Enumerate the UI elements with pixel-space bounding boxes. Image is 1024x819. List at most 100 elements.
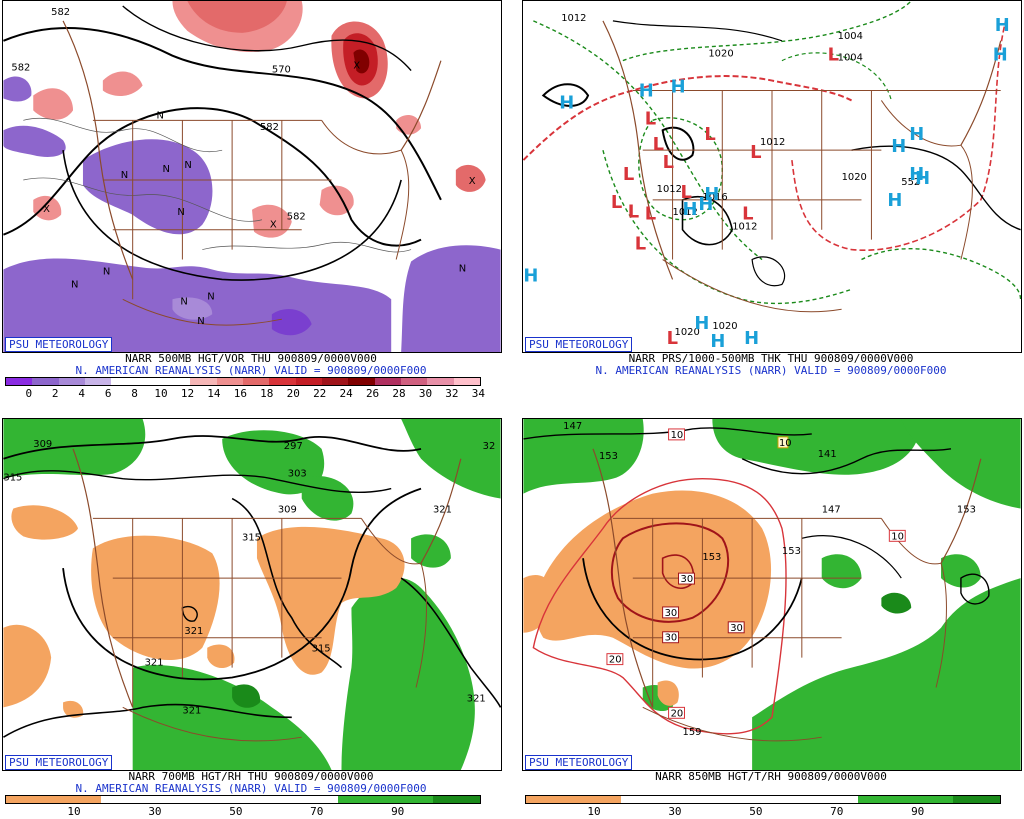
vorticity-colorbar bbox=[5, 377, 481, 386]
svg-text:20: 20 bbox=[609, 655, 622, 666]
map-500mb-svg: 582 570 582 582 582 N N N N N N N N N N … bbox=[3, 1, 501, 352]
vorticity-min-marker: N bbox=[207, 291, 214, 302]
height-label: 141 bbox=[818, 449, 837, 460]
isobar-label: 1012 bbox=[760, 137, 785, 148]
isobar-label: 1020 bbox=[842, 172, 867, 183]
rh-tick: 10 bbox=[587, 805, 601, 818]
low-pressure-marker: L bbox=[828, 45, 839, 66]
colorbar-swatch bbox=[32, 378, 59, 385]
high-pressure-marker: H bbox=[909, 124, 924, 145]
vorticity-max-marker: X bbox=[469, 176, 476, 187]
height-label: 309 bbox=[278, 504, 297, 515]
colorbar-swatch bbox=[269, 378, 296, 385]
isobar-label: 1004 bbox=[838, 53, 863, 64]
high-pressure-marker: H bbox=[671, 76, 686, 97]
colorbar-tick: 2 bbox=[51, 387, 59, 400]
panel-700mb-rh: 309 297 303 309 315 321 321 315 321 321 … bbox=[0, 418, 502, 818]
svg-text:20: 20 bbox=[671, 708, 684, 719]
colorbar-tick: 6 bbox=[104, 387, 112, 400]
colorbar-tick: 26 bbox=[365, 387, 380, 400]
psu-meteorology-label: PSU METEOROLOGY bbox=[5, 755, 113, 770]
colorbar-tick: 24 bbox=[339, 387, 353, 400]
map-700mb-svg: 309 297 303 309 315 321 321 315 321 321 … bbox=[3, 419, 501, 770]
colorbar-tick: 4 bbox=[78, 387, 85, 400]
svg-text:30: 30 bbox=[665, 608, 678, 619]
panel-caption: NARR PRS/1000-500MB THK THU 900809/0000V… bbox=[628, 352, 914, 365]
vorticity-min-marker: N bbox=[180, 296, 187, 307]
map-700mb: 309 297 303 309 315 321 321 315 321 321 … bbox=[2, 418, 502, 771]
rh-colorbar-ticks: 10 30 50 70 90 bbox=[525, 806, 1001, 818]
isobar-label: 1012 bbox=[673, 207, 698, 218]
isobar-label: 1020 bbox=[708, 49, 733, 60]
low-pressure-marker: L bbox=[628, 202, 639, 223]
vorticity-min-marker: N bbox=[197, 316, 204, 327]
high-pressure-marker: H bbox=[704, 184, 719, 205]
height-label: 309 bbox=[33, 439, 52, 450]
isobar-label: 1012 bbox=[732, 222, 757, 233]
panel-caption: NARR 500MB HGT/VOR THU 900809/0000V000 bbox=[125, 352, 377, 365]
colorbar-swatch bbox=[242, 378, 270, 385]
height-label: 321 bbox=[433, 504, 452, 515]
map-500mb: 582 570 582 582 582 N N N N N N N N N N … bbox=[2, 0, 502, 353]
thickness-label: 552 bbox=[901, 177, 920, 188]
temp-label: 10 bbox=[668, 428, 685, 441]
colorbar-tick: 16 bbox=[233, 387, 247, 400]
panel-500mb-vorticity: 582 570 582 582 582 N N N N N N N N N N … bbox=[0, 0, 502, 400]
rh-colorbar-ticks: 10 30 50 70 90 bbox=[5, 806, 481, 818]
low-pressure-marker: L bbox=[635, 234, 646, 255]
height-label: 321 bbox=[145, 658, 164, 669]
svg-text:30: 30 bbox=[681, 574, 694, 585]
low-pressure-marker: L bbox=[653, 134, 664, 155]
panel-subcaption: N. AMERICAN REANALYSIS (NARR) VALID = 90… bbox=[75, 782, 427, 795]
colorbar-swatch bbox=[58, 378, 85, 385]
colorbar-swatch bbox=[453, 378, 480, 385]
low-pressure-marker: L bbox=[750, 142, 761, 163]
svg-text:30: 30 bbox=[730, 623, 743, 634]
low-pressure-marker: L bbox=[611, 192, 622, 213]
low-pressure-marker: L bbox=[663, 152, 674, 173]
vorticity-min-marker: N bbox=[177, 207, 184, 218]
vorticity-max-marker: X bbox=[43, 204, 50, 215]
high-pressure-marker: H bbox=[523, 265, 538, 286]
height-label: 153 bbox=[599, 451, 618, 462]
vorticity-min-marker: N bbox=[163, 164, 170, 175]
rh-colorbar bbox=[5, 795, 481, 804]
height-label: 321 bbox=[184, 626, 203, 637]
colorbar-tick: 18 bbox=[260, 387, 274, 400]
height-label: 321 bbox=[182, 705, 201, 716]
colorbar-swatch bbox=[216, 378, 243, 385]
colorbar-tick: 34 bbox=[471, 387, 485, 400]
temp-label: 20 bbox=[606, 653, 624, 666]
map-850mb: 147 153 141 147 153 153 153 159 10 10 10… bbox=[522, 418, 1022, 771]
rh-tick: 30 bbox=[148, 805, 162, 818]
isobar-label: 1020 bbox=[712, 321, 737, 332]
height-label: 315 bbox=[242, 532, 261, 543]
colorbar-swatch bbox=[190, 378, 217, 385]
colorbar-swatch bbox=[427, 378, 454, 385]
low-pressure-marker: L bbox=[623, 164, 634, 185]
high-pressure-marker: H bbox=[909, 164, 924, 185]
rh-tick: 90 bbox=[911, 805, 925, 818]
rh-tick: 70 bbox=[830, 805, 844, 818]
height-label: 153 bbox=[957, 504, 976, 515]
colorbar-tick: 32 bbox=[445, 387, 459, 400]
svg-text:30: 30 bbox=[665, 633, 678, 644]
high-pressure-marker: H bbox=[915, 168, 930, 189]
temp-label: 10 bbox=[777, 436, 792, 449]
map-850mb-svg: 147 153 141 147 153 153 153 159 10 10 10… bbox=[523, 419, 1021, 770]
low-pressure-marker: L bbox=[645, 108, 656, 129]
isobar-label: 1004 bbox=[838, 31, 863, 42]
height-label: 159 bbox=[683, 727, 702, 738]
rh-tick: 50 bbox=[749, 805, 763, 818]
temp-label: 30 bbox=[727, 621, 745, 634]
map-pressure: 1012 1020 1004 1004 1012 1012 1012 1016 … bbox=[522, 0, 1022, 353]
vorticity-min-marker: N bbox=[71, 279, 78, 290]
high-pressure-marker: H bbox=[744, 328, 759, 349]
low-pressure-marker: L bbox=[742, 204, 753, 225]
height-label: 321 bbox=[467, 693, 486, 704]
height-label: 315 bbox=[312, 644, 331, 655]
isobar-label: 1012 bbox=[657, 184, 682, 195]
vorticity-min-marker: N bbox=[184, 160, 191, 171]
height-label: 153 bbox=[782, 546, 801, 557]
height-label: 297 bbox=[284, 441, 303, 452]
